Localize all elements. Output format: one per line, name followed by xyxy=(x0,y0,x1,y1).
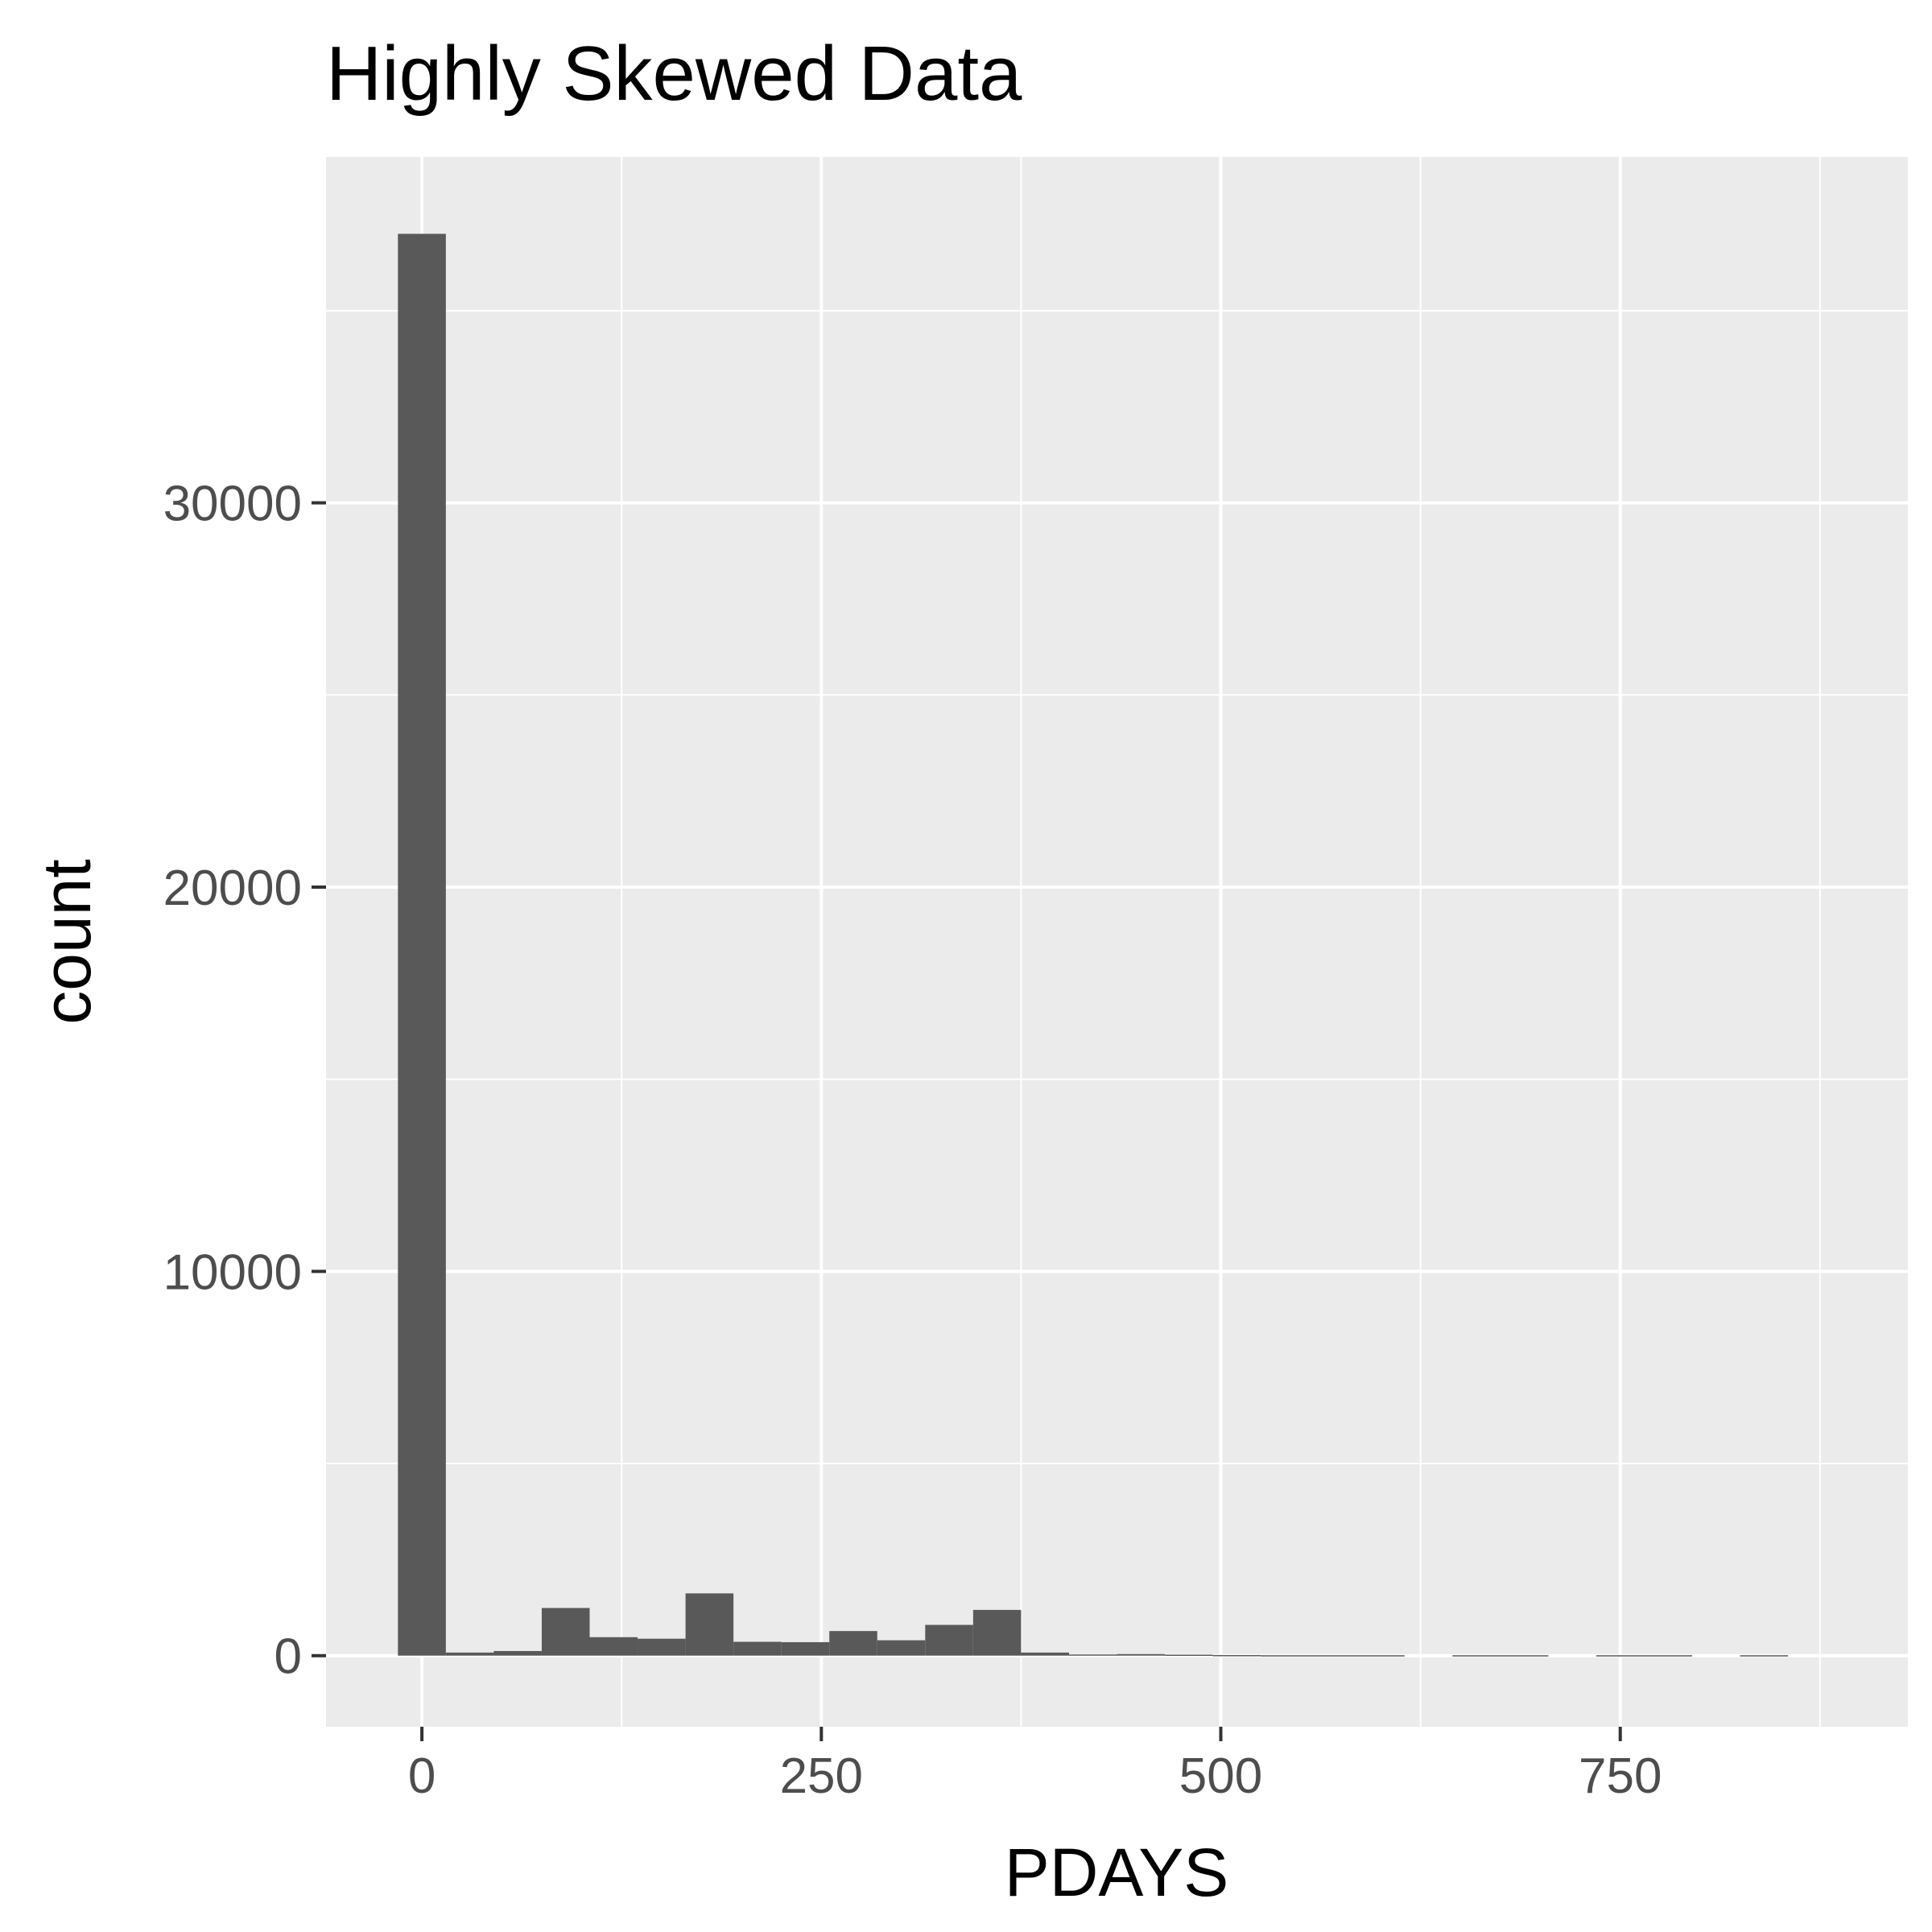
y-tick-label: 20000 xyxy=(163,861,302,916)
histogram-bars xyxy=(398,233,1789,1657)
histogram-bar xyxy=(1500,1655,1549,1657)
y-tick-label: 0 xyxy=(275,1629,302,1685)
histogram-bar xyxy=(1117,1653,1166,1656)
x-axis-title: PDAYS xyxy=(1005,1835,1229,1910)
histogram-bar xyxy=(877,1640,926,1656)
histogram-bar xyxy=(685,1593,734,1656)
x-tick-label: 500 xyxy=(1179,1748,1262,1804)
histogram-bar xyxy=(1596,1655,1645,1657)
histogram-bar xyxy=(733,1641,782,1656)
histogram-bar xyxy=(972,1609,1022,1656)
histogram-bar xyxy=(1452,1655,1501,1657)
histogram-bar xyxy=(829,1631,877,1656)
histogram-bar xyxy=(398,233,446,1656)
histogram-bar xyxy=(589,1637,638,1656)
x-axis: 0 250 500 750 xyxy=(408,1727,1662,1804)
chart-title: Highly Skewed Data xyxy=(326,31,1022,117)
x-tick-label: 0 xyxy=(408,1748,436,1804)
plot-panel xyxy=(326,157,1908,1727)
histogram-bar xyxy=(1165,1654,1213,1656)
histogram-bar xyxy=(1212,1654,1261,1657)
y-axis-title: count xyxy=(29,859,105,1025)
histogram-bar xyxy=(1261,1655,1309,1657)
x-tick-label: 750 xyxy=(1579,1748,1662,1804)
y-tick-label: 30000 xyxy=(163,477,302,532)
y-axis: 0 10000 20000 30000 xyxy=(163,477,326,1685)
histogram-bar xyxy=(493,1650,542,1656)
histogram-bar xyxy=(541,1608,590,1656)
histogram-bar xyxy=(1068,1654,1117,1656)
y-tick-label: 10000 xyxy=(163,1245,302,1300)
histogram-bar xyxy=(638,1638,686,1656)
histogram-bar xyxy=(1644,1655,1693,1657)
histogram-bar xyxy=(1308,1655,1357,1657)
histogram-bar xyxy=(1740,1655,1789,1657)
histogram-bar xyxy=(445,1652,494,1656)
x-tick-label: 250 xyxy=(780,1748,863,1804)
histogram-bar xyxy=(1356,1655,1405,1657)
histogram-bar xyxy=(925,1624,973,1656)
histogram-bar xyxy=(1021,1652,1069,1656)
histogram-bar xyxy=(781,1641,830,1656)
